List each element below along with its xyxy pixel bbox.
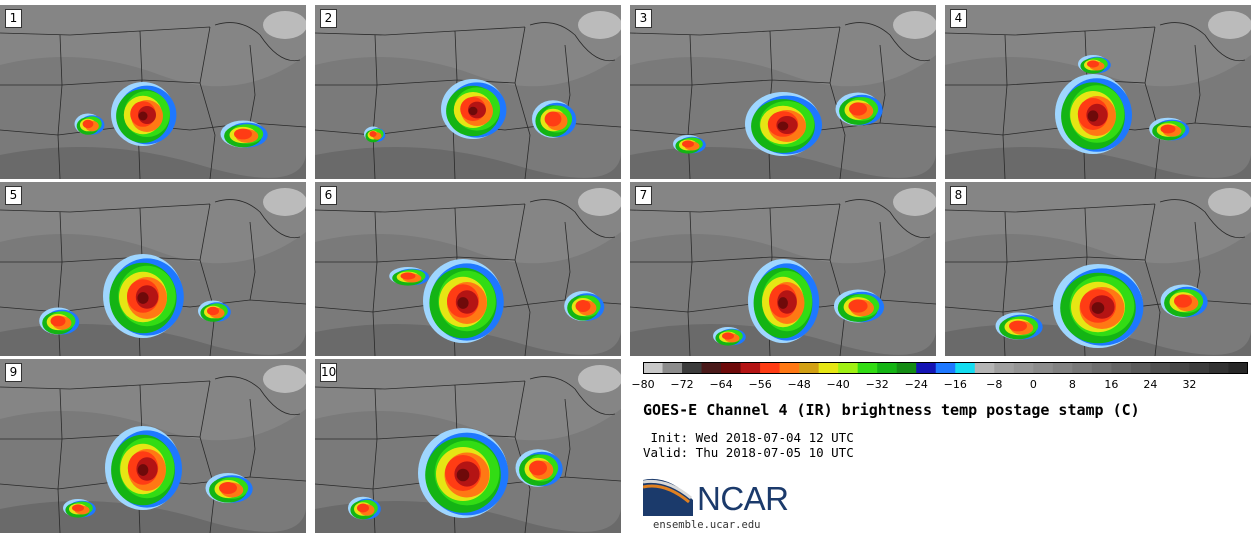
panel-number: 2 [320,9,337,28]
colorbar-tick-label: −56 [748,378,772,391]
satellite-ir-map [630,5,936,179]
colorbar-tick-label: 32 [1182,378,1197,391]
colorbar-swatch [799,362,820,374]
panel-number: 10 [320,363,337,382]
colorbar-swatch [1013,362,1034,374]
colorbar-swatch [896,362,917,374]
colorbar-swatch [662,362,683,374]
colorbar-swatch [740,362,761,374]
satellite-ir-map [315,182,621,356]
panel-member-8: 8 [945,182,1251,356]
colorbar-swatch [818,362,839,374]
colorbar-tick-label: −72 [670,378,694,391]
colorbar-tick-label: −16 [943,378,967,391]
colorbar-ticks: −80 −72 −64 −56 −48 −40 −32 −24 −16 −8 0 8 16 24 32 [631,378,1248,392]
colorbar-tick-label: 16 [1104,378,1119,391]
colorbar [643,362,1248,374]
satellite-ir-map [945,182,1251,356]
colorbar-swatch [1208,362,1229,374]
colorbar-tick-label: −8 [986,378,1003,391]
colorbar-swatch [1189,362,1210,374]
satellite-ir-map [945,5,1251,179]
panel-member-6: 6 [315,182,621,356]
panel-number: 6 [320,186,337,205]
panel-member-4: 4 [945,5,1251,179]
colorbar-swatch [935,362,956,374]
colorbar-tick-label: −64 [709,378,733,391]
colorbar-swatch [974,362,995,374]
colorbar-swatch [1150,362,1171,374]
colorbar-swatch [877,362,898,374]
panel-number: 1 [5,9,22,28]
logo-url: ensemble.ucar.edu [653,519,761,531]
logo-name: NCAR [697,480,789,517]
colorbar-swatch [760,362,781,374]
colorbar-swatch [1052,362,1073,374]
colorbar-swatch [1130,362,1151,374]
colorbar-swatch [779,362,800,374]
colorbar-tick-label: −40 [826,378,850,391]
colorbar-border [643,362,1248,374]
colorbar-tick-label: −32 [865,378,889,391]
colorbar-tick-label: 0 [1029,378,1037,391]
init-time: Init: Wed 2018-07-04 12 UTC [643,430,854,445]
colorbar-tick-label: 8 [1068,378,1076,391]
colorbar-swatch [916,362,937,374]
panel-number: 8 [950,186,967,205]
colorbar-swatch [701,362,722,374]
satellite-ir-map [0,359,306,533]
panel-number: 5 [5,186,22,205]
colorbar-swatch [721,362,742,374]
colorbar-swatch [1072,362,1093,374]
panel-number: 3 [635,9,652,28]
colorbar-swatch [838,362,859,374]
panel-member-3: 3 [630,5,936,179]
colorbar-tick-label: 24 [1143,378,1158,391]
satellite-ir-map [315,359,621,533]
colorbar-swatch [857,362,878,374]
colorbar-swatch [1033,362,1054,374]
panel-member-1: 1 [0,5,306,179]
satellite-ir-map [0,5,306,179]
panel-member-9: 9 [0,359,306,533]
satellite-ir-map [0,182,306,356]
colorbar-tick-label: −48 [787,378,811,391]
panel-number: 9 [5,363,22,382]
colorbar-swatch [682,362,703,374]
colorbar-swatch [1111,362,1132,374]
ncar-logo-icon [643,478,693,516]
colorbar-tick-label: −80 [631,378,655,391]
colorbar-swatch [1228,362,1248,374]
panel-member-5: 5 [0,182,306,356]
panel-member-2: 2 [315,5,621,179]
colorbar-tick-label: −24 [904,378,928,391]
panel-member-10: 10 [315,359,621,533]
colorbar-swatch [643,362,664,374]
panel-number: 4 [950,9,967,28]
figure-title: GOES-E Channel 4 (IR) brightness temp po… [643,401,1140,419]
valid-time: Valid: Thu 2018-07-05 10 UTC [643,445,854,460]
colorbar-swatch [1091,362,1112,374]
satellite-ir-map [315,5,621,179]
colorbar-swatch [1169,362,1190,374]
panel-member-7: 7 [630,182,936,356]
panel-number: 7 [635,186,652,205]
colorbar-swatch [955,362,976,374]
satellite-ir-map [630,182,936,356]
colorbar-swatch [994,362,1015,374]
